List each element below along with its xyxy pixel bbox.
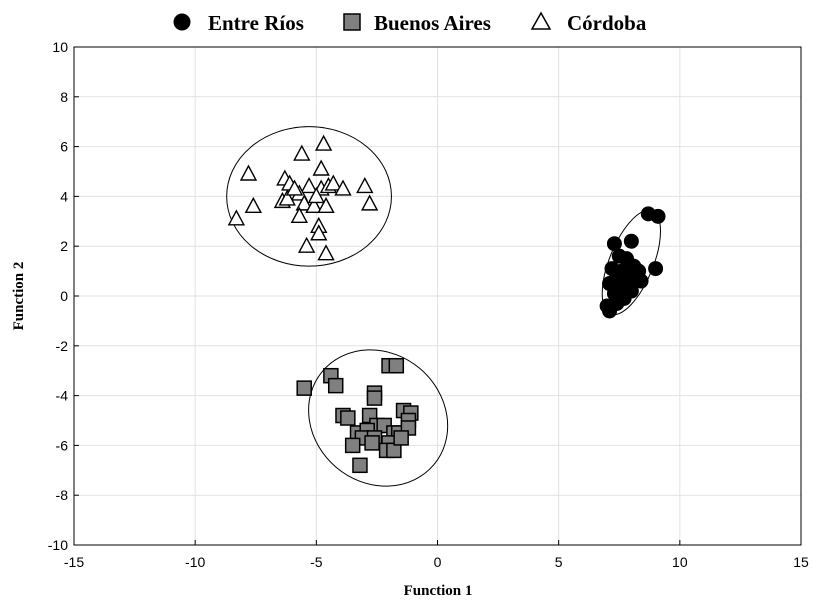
ellipse-c-rdoba xyxy=(226,126,392,267)
x-tick-label: 10 xyxy=(672,554,688,570)
point-triangle xyxy=(290,206,309,224)
y-tick-label: -2 xyxy=(56,338,69,354)
y-tick-label: 10 xyxy=(52,39,68,55)
x-tick-label: -15 xyxy=(64,554,84,570)
y-tick-label: 4 xyxy=(60,188,68,204)
x-axis-title: Function 1 xyxy=(404,583,473,599)
point-circle xyxy=(648,261,664,277)
legend-item-cordoba: Córdoba xyxy=(530,11,647,35)
x-tick-label: 15 xyxy=(793,554,809,570)
legend-label-entre-rios: Entre Ríos xyxy=(208,11,304,35)
x-tick-label: 0 xyxy=(434,554,442,570)
legend-marker-triangle xyxy=(530,11,552,30)
x-tick-label: -10 xyxy=(185,554,205,570)
point-triangle xyxy=(244,196,262,214)
point-circle xyxy=(602,303,618,319)
point-square xyxy=(344,437,361,454)
x-tick-label: -5 xyxy=(310,554,323,570)
point-square xyxy=(366,390,383,406)
x-tick-label: 5 xyxy=(555,554,563,570)
legend-label-buenos-aires: Buenos Aires xyxy=(374,11,491,35)
y-tick-label: -6 xyxy=(56,437,69,453)
point-triangle xyxy=(297,236,316,253)
y-tick-label: 8 xyxy=(60,89,68,105)
point-circle xyxy=(650,208,666,224)
point-triangle xyxy=(324,174,342,191)
point-square xyxy=(393,430,409,446)
point-square xyxy=(388,357,405,374)
legend-label-cordoba: Córdoba xyxy=(567,11,647,35)
point-circle xyxy=(633,273,649,289)
point-triangle xyxy=(317,196,335,214)
point-square xyxy=(364,435,380,451)
y-tick-label: 0 xyxy=(60,288,68,304)
ellipse-buenos-aires xyxy=(308,349,449,487)
point-triangle xyxy=(360,194,379,211)
y-tick-label: -10 xyxy=(48,537,68,553)
point-square xyxy=(327,377,344,394)
point-triangle xyxy=(300,176,318,194)
y-tick-label: 6 xyxy=(60,139,68,155)
y-tick-label: -8 xyxy=(56,487,69,503)
point-triangle xyxy=(307,186,326,204)
point-triangle xyxy=(278,189,296,206)
point-triangle xyxy=(314,134,333,151)
x-axis-ticks: -15 -10 -5 0 5 10 15 xyxy=(64,540,809,570)
point-square xyxy=(352,457,368,474)
series-triangle xyxy=(227,134,379,261)
point-triangle xyxy=(356,176,374,194)
point-triangle xyxy=(334,179,352,196)
grid xyxy=(73,46,802,546)
y-axis-title: Function 2 xyxy=(11,262,27,331)
y-axis-ticks: -10 -8 -6 -4 -2 0 2 4 6 8 10 xyxy=(48,39,79,553)
legend-marker-square xyxy=(343,13,361,31)
point-circle xyxy=(611,273,627,289)
legend: Entre Ríos Buenos Aires Córdoba xyxy=(173,11,647,35)
legend-item-buenos-aires: Buenos Aires xyxy=(343,11,491,35)
series-square xyxy=(296,357,419,474)
point-triangle xyxy=(285,179,304,196)
y-tick-label: -4 xyxy=(56,388,69,404)
point-circle xyxy=(623,233,639,249)
point-triangle xyxy=(293,144,311,161)
legend-marker-circle xyxy=(173,13,191,31)
data-points xyxy=(227,134,666,474)
point-triangle xyxy=(227,209,246,226)
series-circle xyxy=(599,206,666,319)
point-circle xyxy=(606,236,622,252)
point-square xyxy=(340,410,356,426)
point-triangle xyxy=(312,159,330,176)
point-triangle xyxy=(305,196,323,214)
point-triangle xyxy=(310,224,328,241)
y-tick-label: 2 xyxy=(60,238,68,254)
point-square xyxy=(296,380,312,396)
point-triangle xyxy=(239,164,258,181)
legend-item-entre-rios: Entre Ríos xyxy=(173,11,304,35)
point-triangle xyxy=(317,244,335,261)
